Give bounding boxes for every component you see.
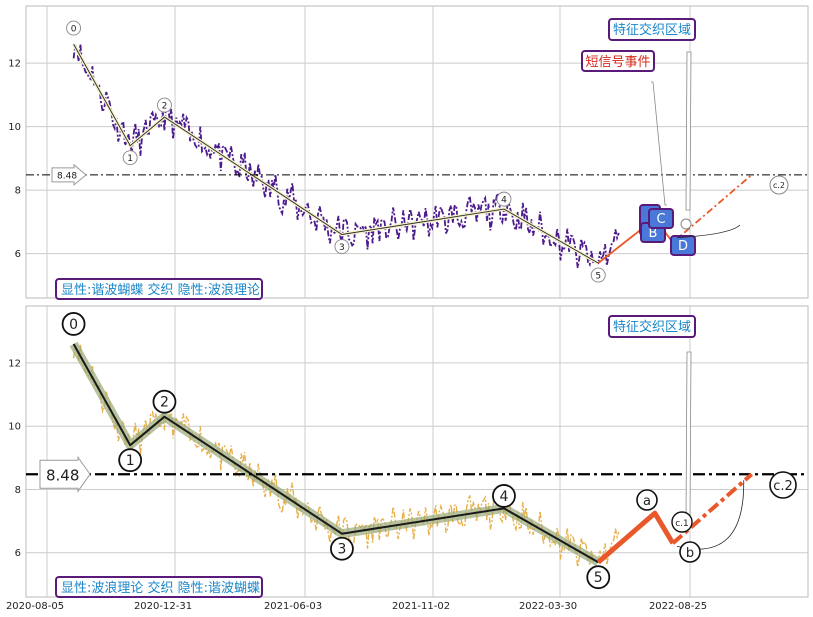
feature-annotation-box <box>608 315 696 338</box>
wave-point-label: 0 <box>69 317 78 333</box>
wave-line <box>73 43 599 264</box>
wave-point-marker <box>118 448 143 473</box>
wave-point-marker <box>152 389 177 414</box>
feature-pointer <box>685 51 692 211</box>
sms-annotation-label: 短信号事件 <box>585 55 650 70</box>
forecast-label: c.1 <box>675 519 689 529</box>
pattern-label-d: D <box>678 239 688 254</box>
plot-frame <box>25 305 809 598</box>
abc-line <box>596 510 675 565</box>
x-axis: 2020-08-05 2020-12-31 2021-06-03 2021-11-02… <box>6 601 707 612</box>
legend-box <box>55 576 263 598</box>
forecast-label: c.2 <box>773 181 785 190</box>
pattern-box-d <box>670 235 696 256</box>
x-tick-label: 2022-03-30 <box>519 601 577 612</box>
x-tick-label: 2020-08-05 <box>6 601 64 612</box>
pattern-label-b: B <box>649 226 658 241</box>
forecast-label-circle <box>769 175 789 195</box>
price-series-line <box>72 44 620 268</box>
x-tick-label: 2021-06-03 <box>264 601 322 612</box>
wave-point-label: 4 <box>501 195 507 205</box>
abc-point-label: c.2 <box>773 479 793 494</box>
feature-annotation-label: 特征交织区域 <box>613 22 691 38</box>
abc-point-marker <box>679 541 701 563</box>
y-tick-label: 6 <box>15 249 21 260</box>
feature-pointer <box>685 351 692 521</box>
wave-point-label: 5 <box>594 570 603 586</box>
abc-point-marker <box>769 471 797 499</box>
wave-point-marker <box>330 536 354 561</box>
wave-point-label: 1 <box>127 154 133 164</box>
y-tick-label: 12 <box>8 358 21 369</box>
plot-frame <box>25 5 809 299</box>
wave-point-marker <box>590 267 606 283</box>
legend-label: 显性:波浪理论 交织 隐性:谐波蝴蝶 <box>61 580 260 596</box>
y-tick-label: 12 <box>8 59 21 70</box>
feature-annotation-label: 特征交织区域 <box>613 319 691 335</box>
abc-point-marker <box>636 489 658 511</box>
wave-line <box>72 343 599 564</box>
wave-point-marker <box>157 97 172 113</box>
hline-value-label: 8.48 <box>57 171 77 181</box>
y-tick-label: 10 <box>8 422 21 433</box>
legend-box <box>55 278 263 300</box>
x-tick-label: 2022-08-25 <box>649 601 707 612</box>
y-tick-label: 6 <box>15 548 21 559</box>
y-tick-label: 10 <box>8 122 21 133</box>
wave-point-label: 2 <box>162 101 168 111</box>
wave-point-marker <box>122 150 138 166</box>
abc-point-label: a <box>643 494 651 509</box>
forecast-projection <box>672 174 753 244</box>
forecast-marker <box>680 218 692 230</box>
wave-point-marker <box>492 484 516 508</box>
wave-point-marker <box>61 312 86 336</box>
wave-point-marker <box>586 565 611 590</box>
pattern-label-c: C <box>656 212 665 227</box>
wave-point-marker <box>334 239 350 254</box>
wave-point-marker <box>66 20 82 36</box>
wave-point-label: 3 <box>337 542 346 558</box>
y-tick-label: 8 <box>15 186 21 197</box>
sms-annotation-box <box>581 50 655 72</box>
x-tick-label: 2021-11-02 <box>392 601 450 612</box>
wave-point-label: 1 <box>126 453 135 469</box>
abc-point-label: b <box>686 546 694 561</box>
wave-point-marker <box>496 191 512 207</box>
sms-pointer <box>651 81 667 206</box>
wave-point-label: 2 <box>160 395 169 411</box>
pattern-box-c <box>648 208 674 229</box>
c-projection-arc <box>677 224 741 239</box>
feature-annotation-box <box>608 18 696 41</box>
forecast-marker <box>671 511 693 533</box>
wave-point-label: 4 <box>499 489 508 505</box>
wave-point-label: 5 <box>595 271 601 281</box>
top-panel: 6810128.48BCDc.2短信号事件012345特征交织区域显性:谐波蝴蝶… <box>8 5 809 300</box>
legend-label: 显性:谐波蝴蝶 交织 隐性:波浪理论 <box>61 282 260 298</box>
y-tick-label: 8 <box>15 485 21 496</box>
wave-point-label: 0 <box>71 24 77 34</box>
wave-point-label: 3 <box>339 243 345 253</box>
hline-value-label: 8.48 <box>46 466 79 484</box>
plot-area <box>26 306 808 597</box>
hline-arrow-tag <box>39 455 91 493</box>
hline-arrow-tag <box>51 163 87 186</box>
x-tick-label: 2020-12-31 <box>134 601 192 612</box>
